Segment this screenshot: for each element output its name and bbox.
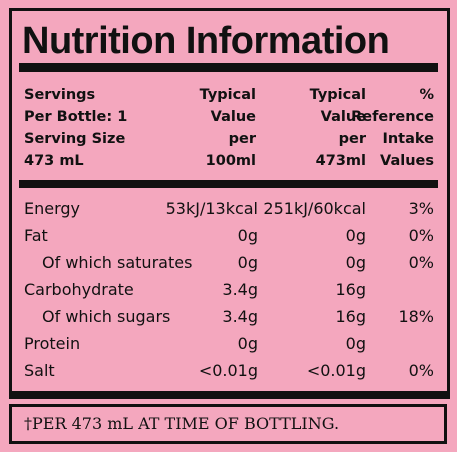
- per-100ml: 0g: [237, 334, 258, 353]
- header-cell: Values: [380, 153, 434, 169]
- header-cell: Typical: [199, 87, 256, 103]
- per-serving: 251kJ/60kcal: [263, 199, 366, 218]
- per-serving: 16g: [335, 280, 366, 299]
- reference-intake: 18%: [398, 307, 434, 326]
- footnote-box: †PER 473 mL AT TIME OF BOTTLING.: [9, 404, 447, 444]
- header-cell: Intake: [382, 131, 434, 147]
- header-cell: Typical: [309, 87, 366, 103]
- per-serving: 16g: [335, 307, 366, 326]
- footnote: †PER 473 mL AT TIME OF BOTTLING.: [24, 414, 340, 433]
- per-100ml: 3.4g: [222, 280, 258, 299]
- header-cell: per: [338, 131, 366, 147]
- header-cell: Servings: [24, 87, 96, 103]
- per-100ml: <0.01g: [198, 361, 258, 380]
- per-100ml: 0g: [237, 253, 258, 272]
- label-frame: [9, 8, 450, 396]
- row-label: Fat: [24, 226, 48, 245]
- divider: [9, 391, 450, 399]
- row-label: Salt: [24, 361, 55, 380]
- per-100ml: 0g: [237, 226, 258, 245]
- row-label: Of which saturates: [42, 253, 193, 272]
- reference-intake: 0%: [408, 226, 434, 245]
- row-label: Protein: [24, 334, 81, 353]
- header-cell: Value: [320, 109, 366, 125]
- header-cell: Value: [210, 109, 256, 125]
- per-serving: <0.01g: [306, 361, 366, 380]
- per-100ml: 53kJ/13kcal: [165, 199, 258, 218]
- reference-intake: 3%: [408, 199, 434, 218]
- row-label: Energy: [24, 199, 81, 218]
- row-label: Carbohydrate: [24, 280, 134, 299]
- per-serving: 0g: [345, 226, 366, 245]
- divider: [19, 180, 438, 188]
- header-cell: Reference: [351, 109, 434, 125]
- reference-intake: 0%: [408, 253, 434, 272]
- divider: [19, 63, 438, 72]
- per-serving: 0g: [345, 253, 366, 272]
- header-cell: 473ml: [315, 153, 366, 169]
- per-serving: 0g: [345, 334, 366, 353]
- header-cell: Serving Size: [24, 131, 126, 147]
- reference-intake: 0%: [408, 361, 434, 380]
- header-cell: per: [228, 131, 256, 147]
- row-label: Of which sugars: [42, 307, 171, 326]
- header-cell: 473 mL: [24, 153, 84, 169]
- header-cell: Per Bottle: 1: [24, 109, 128, 125]
- header-cell: %: [419, 87, 434, 103]
- per-100ml: 3.4g: [222, 307, 258, 326]
- header-cell: 100ml: [205, 153, 256, 169]
- label-title: Nutrition Information: [22, 20, 390, 62]
